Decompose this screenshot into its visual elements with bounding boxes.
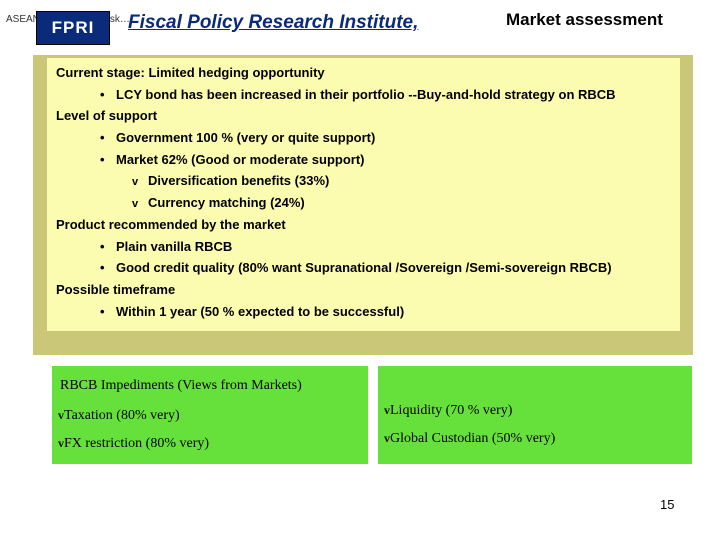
logo: FPRI — [36, 11, 110, 45]
bullet-icon: • — [100, 238, 105, 254]
list-item: • Within 1 year (50 % expected to be succ… — [56, 301, 686, 323]
impediments-box-left: RBCB Impediments (Views from Markets) vT… — [52, 366, 368, 464]
impediment-item: vGlobal Custodian (50% very) — [384, 431, 556, 446]
list-item: • Good credit quality (80% want Supranati… — [56, 257, 686, 279]
impediments-box-right: vLiquidity (70 % very) vGlobal Custodian… — [378, 366, 692, 464]
diamond-bullet-icon: v — [384, 431, 390, 445]
assessment-panel-face — [47, 58, 680, 331]
list-item: v Diversification benefits (33%) — [56, 170, 686, 192]
list-item: • Plain vanilla RBCB — [56, 236, 686, 258]
impediment-item: vLiquidity (70 % very) — [384, 403, 513, 418]
diamond-bullet-icon: v — [132, 176, 139, 189]
page-number: 15 — [660, 497, 675, 512]
diamond-bullet-icon: v — [132, 198, 139, 211]
product-heading: Product recommended by the market — [56, 216, 286, 232]
timeframe-heading: Possible timeframe — [56, 281, 176, 297]
org-name: Fiscal Policy Research Institute, — [128, 12, 419, 33]
list-item: • LCY bond has been increased in their po… — [56, 84, 686, 106]
support-heading: Level of support — [56, 108, 158, 124]
diamond-bullet-icon: v — [58, 436, 64, 450]
list-item: • Government 100 % (very or quite support… — [56, 127, 686, 149]
slide-title: Market assessment — [506, 10, 663, 29]
assessment-content: Current stage: Limited hedging opportuni… — [56, 62, 686, 322]
bullet-icon: • — [100, 86, 105, 102]
header-org-prefix: ASEAN …sk… — [6, 14, 130, 25]
bullet-icon: • — [100, 151, 105, 167]
bullet-icon: • — [100, 130, 105, 146]
logo-text: FPRI — [51, 18, 95, 37]
impediment-item: vFX restriction (80% very) — [58, 436, 210, 451]
bullet-icon: • — [100, 260, 105, 276]
diamond-bullet-icon: v — [384, 403, 390, 417]
impediments-heading: RBCB Impediments (Views from Markets) — [60, 378, 302, 393]
impediment-item: vTaxation (80% very) — [58, 408, 180, 423]
list-item: v Currency matching (24%) — [56, 192, 686, 214]
stage-heading: Current stage: Limited hedging opportuni… — [56, 65, 325, 80]
bullet-icon: • — [100, 303, 105, 319]
diamond-bullet-icon: v — [58, 408, 64, 422]
list-item: • Market 62% (Good or moderate support) — [56, 149, 686, 171]
